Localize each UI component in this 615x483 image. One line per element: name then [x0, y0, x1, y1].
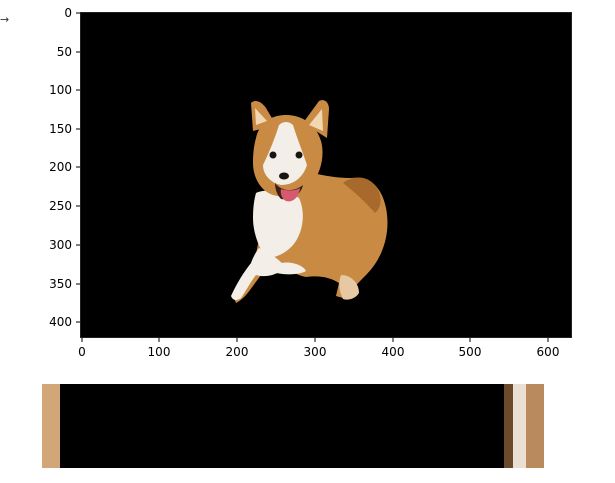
svg-text:200: 200: [226, 345, 249, 359]
svg-text:50: 50: [57, 45, 72, 59]
band-light: [513, 384, 526, 468]
corgi-front-leg: [231, 248, 286, 301]
x-tick-100: 100: [148, 337, 171, 359]
x-tick-0: 0: [78, 337, 86, 359]
x-tick-400: 400: [382, 337, 405, 359]
svg-text:400: 400: [49, 315, 72, 329]
x-tick-300: 300: [304, 337, 327, 359]
corgi-left-eye: [269, 151, 277, 159]
svg-text:150: 150: [49, 122, 72, 136]
y-tick-0: 0: [64, 6, 81, 20]
band-black: [60, 384, 504, 468]
svg-text:100: 100: [49, 83, 72, 97]
y-tick-200: 200: [49, 160, 81, 174]
y-tick-350: 350: [49, 277, 81, 291]
svg-text:0: 0: [64, 6, 72, 20]
svg-text:250: 250: [49, 199, 72, 213]
y-tick-250: 250: [49, 199, 81, 213]
corgi-rear-leg: [339, 275, 359, 300]
svg-text:200: 200: [49, 160, 72, 174]
corgi-tongue: [280, 188, 300, 202]
image-frame: [80, 12, 572, 338]
corgi-paw: [276, 262, 306, 275]
svg-text:350: 350: [49, 277, 72, 291]
svg-text:300: 300: [304, 345, 327, 359]
y-tick-300: 300: [49, 238, 81, 252]
svg-text:500: 500: [459, 345, 482, 359]
corgi-image: [231, 100, 388, 303]
y-tick-150: 150: [49, 122, 81, 136]
y-tick-100: 100: [49, 83, 81, 97]
svg-text:600: 600: [537, 345, 560, 359]
x-tick-500: 500: [459, 337, 482, 359]
corgi-back: [343, 177, 381, 213]
color-strip-bands: [42, 384, 544, 468]
x-tick-200: 200: [226, 337, 249, 359]
svg-text:100: 100: [148, 345, 171, 359]
svg-text:400: 400: [382, 345, 405, 359]
corgi-face-blaze: [263, 122, 307, 185]
y-tick-400: 400: [49, 315, 81, 329]
corgi-chest: [253, 190, 303, 258]
band-mid-brown: [526, 384, 544, 468]
output-arrow-icon: →: [0, 13, 10, 26]
corgi-right-eye: [295, 151, 303, 159]
color-strip: [42, 384, 544, 468]
y-tick-50: 50: [57, 45, 81, 59]
y-axis: 0 50 100 150 200 250: [49, 6, 81, 329]
band-tan: [42, 384, 60, 468]
corgi-nose: [279, 172, 289, 180]
x-tick-600: 600: [537, 337, 560, 359]
image-axes: 0 50 100 150 200 250: [49, 6, 559, 359]
svg-text:0: 0: [78, 345, 86, 359]
svg-text:300: 300: [49, 238, 72, 252]
x-axis: 0 100 200 300 400 500: [78, 337, 559, 359]
band-dark-brown: [504, 384, 513, 468]
